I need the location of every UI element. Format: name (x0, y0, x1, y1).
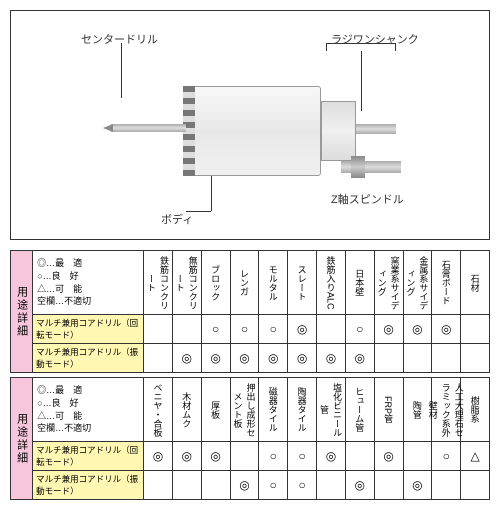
compatibility-cell (374, 344, 403, 373)
compatibility-cell (172, 315, 201, 344)
compatibility-cell (432, 344, 461, 373)
column-header: スレート (288, 251, 317, 315)
column-header: 鉄筋コンクリート (144, 251, 173, 315)
column-header: ヒューム管 (345, 378, 374, 442)
compatibility-cell: ◎ (317, 344, 346, 373)
compatibility-cell: ○ (259, 471, 288, 500)
row-label: マルチ兼用コアドリル（振動モード） (33, 344, 144, 373)
legend-possible: △…可 能 (37, 410, 139, 423)
legend-best: ◎…最 適 (37, 384, 139, 397)
compatibility-cell: ○ (288, 442, 317, 471)
label-center-drill: センタードリル (81, 31, 158, 47)
compatibility-cell: △ (461, 442, 490, 471)
compatibility-cell (172, 471, 201, 500)
compatibility-cell: ◎ (288, 344, 317, 373)
compatibility-cell: ◎ (172, 442, 201, 471)
row-label: マルチ兼用コアドリル（振動モード） (33, 471, 144, 500)
column-header: レンガ (230, 251, 259, 315)
table-side-label: 用途詳細 (11, 378, 33, 500)
legend-possible: △…可 能 (37, 283, 139, 296)
legend-blank: 空欄…不適切 (37, 295, 139, 308)
compatibility-tables: 用途詳細◎…最 適○…良 好△…可 能空欄…不適切鉄筋コンクリート無筋コンクリー… (10, 250, 490, 504)
compatibility-cell (144, 471, 173, 500)
compatibility-cell: ○ (259, 442, 288, 471)
column-header: 厚板 (201, 378, 230, 442)
column-header: 石材 (461, 251, 490, 315)
compatibility-cell (201, 471, 230, 500)
compatibility-cell: ○ (432, 442, 461, 471)
compatibility-cell (345, 442, 374, 471)
compatibility-cell (432, 471, 461, 500)
compatibility-cell (230, 442, 259, 471)
compatibility-cell (403, 442, 432, 471)
column-header: 押出し成形セメント板 (230, 378, 259, 442)
compatibility-cell: ◎ (345, 344, 374, 373)
compatibility-cell: ○ (259, 315, 288, 344)
column-header: 陶器タイル (288, 378, 317, 442)
compatibility-cell (144, 344, 173, 373)
legend-cell: ◎…最 適○…良 好△…可 能空欄…不適切 (33, 378, 144, 442)
label-spindle: Z軸スピンドル (331, 191, 404, 207)
compatibility-cell: ◎ (288, 315, 317, 344)
compatibility-table: 用途詳細◎…最 適○…良 好△…可 能空欄…不適切ベニヤ・合板木材ムク厚板押出し… (10, 377, 490, 500)
column-header: 鉄筋入りALC (317, 251, 346, 315)
compatibility-cell: ○ (230, 315, 259, 344)
compatibility-cell: ◎ (230, 471, 259, 500)
column-header: 石膏ボード (432, 251, 461, 315)
compatibility-cell (403, 344, 432, 373)
column-header: 木材ムク (172, 378, 201, 442)
compatibility-cell: ◎ (201, 442, 230, 471)
compatibility-cell: ◎ (317, 442, 346, 471)
column-header: ブロック (201, 251, 230, 315)
table-row: マルチ兼用コアドリル（振動モード）◎◎◎◎◎◎◎ (11, 344, 490, 373)
column-header: 塩化ビニール管 (317, 378, 346, 442)
table-row: マルチ兼用コアドリル（回転モード）○○○◎○◎◎◎ (11, 315, 490, 344)
compatibility-cell (374, 471, 403, 500)
compatibility-cell: ◎ (374, 315, 403, 344)
row-label: マルチ兼用コアドリル（回転モード） (33, 315, 144, 344)
compatibility-cell (144, 315, 173, 344)
column-header: 磁器タイル (259, 378, 288, 442)
column-header: FRP管 (374, 378, 403, 442)
compatibility-cell (461, 471, 490, 500)
compatibility-cell: ◎ (403, 471, 432, 500)
label-body: ボディ (161, 211, 193, 227)
compatibility-cell (317, 315, 346, 344)
compatibility-cell (317, 471, 346, 500)
column-header: 無筋コンクリート (172, 251, 201, 315)
compatibility-table: 用途詳細◎…最 適○…良 好△…可 能空欄…不適切鉄筋コンクリート無筋コンクリー… (10, 250, 490, 373)
compatibility-cell: ◎ (403, 315, 432, 344)
compatibility-cell (461, 315, 490, 344)
compatibility-cell: ◎ (374, 442, 403, 471)
legend-good: ○…良 好 (37, 270, 139, 283)
product-diagram: センタードリル ラジワンシャンク ボディ Z軸スピンドル (10, 10, 490, 240)
legend-cell: ◎…最 適○…良 好△…可 能空欄…不適切 (33, 251, 144, 315)
legend-good: ○…良 好 (37, 397, 139, 410)
table-row: マルチ兼用コアドリル（振動モード）◎○○◎◎ (11, 471, 490, 500)
legend-best: ◎…最 適 (37, 257, 139, 270)
compatibility-cell: ◎ (432, 315, 461, 344)
legend-blank: 空欄…不適切 (37, 422, 139, 435)
compatibility-cell: ○ (201, 315, 230, 344)
row-label: マルチ兼用コアドリル（回転モード） (33, 442, 144, 471)
compatibility-cell: ◎ (172, 344, 201, 373)
column-header: 窯業系サイディング (374, 251, 403, 315)
compatibility-cell: ◎ (201, 344, 230, 373)
compatibility-cell: ○ (288, 471, 317, 500)
compatibility-cell: ○ (345, 315, 374, 344)
column-header: モルタル (259, 251, 288, 315)
compatibility-cell (461, 344, 490, 373)
compatibility-cell: ◎ (144, 442, 173, 471)
table-row: マルチ兼用コアドリル（回転モード）◎◎◎○○◎◎○△ (11, 442, 490, 471)
compatibility-cell: ◎ (259, 344, 288, 373)
compatibility-cell: ◎ (230, 344, 259, 373)
column-header: 日本壁 (345, 251, 374, 315)
column-header: ベニヤ・合板 (144, 378, 173, 442)
column-header: 人工大理石セラミック系外壁材 (432, 378, 461, 442)
compatibility-cell: ◎ (345, 471, 374, 500)
column-header: 金属系サイディング (403, 251, 432, 315)
table-side-label: 用途詳細 (11, 251, 33, 373)
